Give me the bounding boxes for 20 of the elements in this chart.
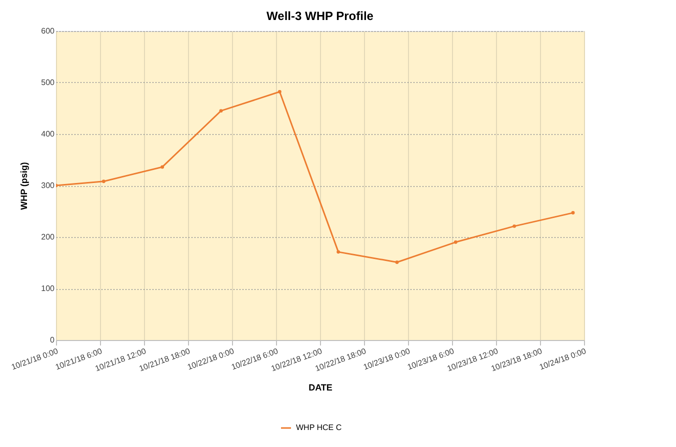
y-tick-label: 300 (41, 181, 56, 190)
y-tick-label: 400 (41, 130, 56, 138)
legend-label: WHP HCE C (296, 423, 342, 432)
y-tick-label: 0 (50, 336, 56, 344)
x-axis-title: DATE (308, 382, 332, 392)
y-tick-label: 600 (41, 26, 56, 36)
y-tick-label: 200 (41, 232, 56, 242)
chart-title: Well-3 WHP Profile (266, 9, 374, 23)
point (102, 180, 106, 184)
y-axis-title: WHP (psig) (19, 162, 30, 210)
point (278, 90, 282, 94)
y-tick-label: 500 (41, 78, 56, 87)
point (395, 260, 399, 264)
point (571, 211, 575, 215)
point (336, 250, 340, 254)
point (160, 165, 164, 169)
point (219, 109, 223, 113)
y-tick-label: 100 (41, 284, 56, 293)
point (454, 240, 458, 244)
point (512, 224, 516, 228)
